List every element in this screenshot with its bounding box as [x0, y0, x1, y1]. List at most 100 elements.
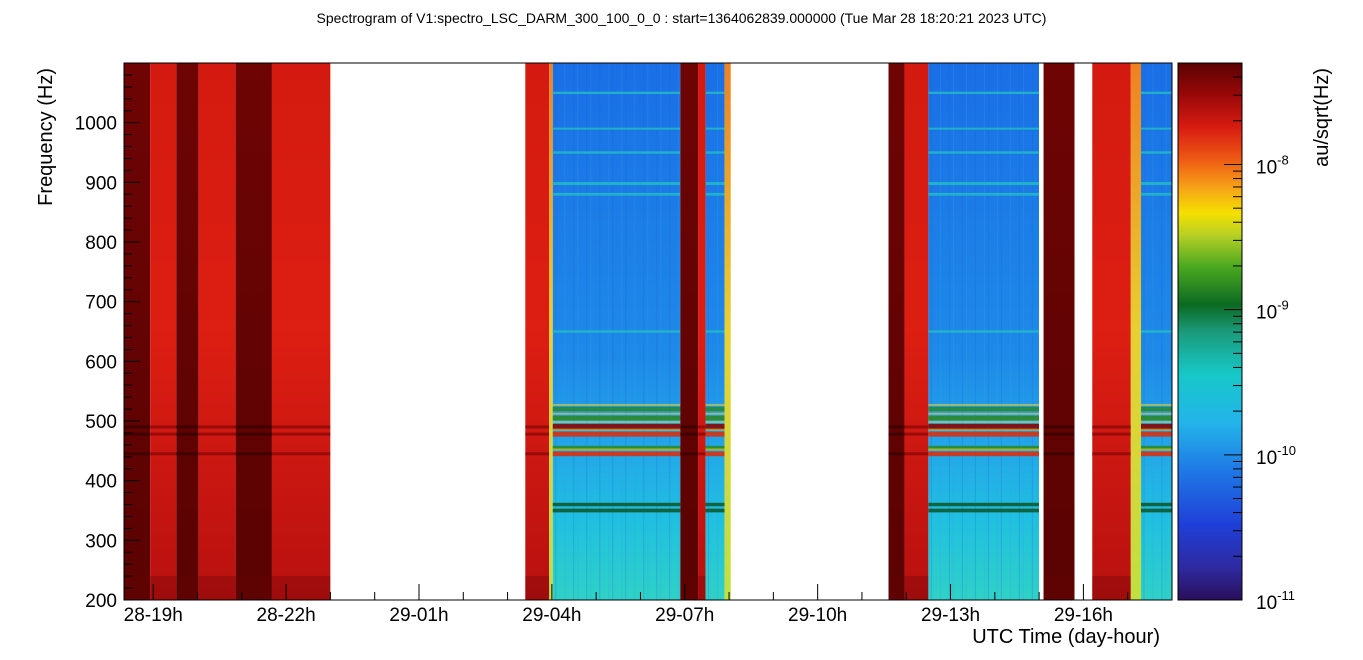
spectral-line [552, 451, 681, 457]
segment-rect [124, 63, 151, 600]
low-frequency-band [698, 576, 706, 600]
spectral-line-halo [552, 448, 681, 451]
spectral-line [1043, 425, 1075, 429]
spectral-line [928, 508, 1040, 513]
spectral-line [698, 432, 706, 436]
spectral-line [552, 508, 681, 513]
colorbar-gradient [1177, 62, 1243, 601]
spectral-line [525, 432, 550, 436]
segment-very-high [235, 63, 272, 600]
spectral-line [552, 151, 681, 154]
spectral-line [552, 91, 681, 94]
spectral-line [176, 432, 199, 436]
spectral-line [552, 445, 681, 450]
segment-rect [680, 63, 699, 600]
low-frequency-band [888, 576, 905, 600]
spectral-line [1092, 425, 1131, 429]
spectral-line [198, 452, 236, 456]
spectral-line [1140, 330, 1172, 333]
spectral-line [1092, 452, 1131, 456]
spectral-line-halo [705, 428, 725, 431]
spectral-line-halo [928, 448, 1040, 451]
spectral-line [705, 502, 725, 507]
segment-rect [330, 63, 526, 600]
spectral-line [1140, 445, 1172, 450]
spectral-line [928, 192, 1040, 196]
spectral-line-halo [705, 448, 725, 451]
segment-no-data [330, 63, 526, 600]
segment-transition [1130, 63, 1141, 600]
spectral-line [235, 452, 272, 456]
low-frequency-band [1043, 576, 1075, 600]
segment-high [198, 63, 236, 600]
segment-high [1092, 63, 1131, 600]
spectral-line [552, 431, 681, 437]
spectral-line-halo [928, 403, 1040, 406]
spectral-line [928, 502, 1040, 507]
spectral-line [705, 127, 725, 130]
colorbar-ticks: 10-11 10-10 10-9 10-8 [1224, 62, 1296, 614]
spectral-line [198, 432, 236, 436]
colorbar-tick-label: 10-10 [1256, 443, 1296, 469]
segment-very-high [680, 63, 699, 600]
segment-rect [235, 63, 272, 600]
spectral-line [705, 415, 725, 421]
x-tick-label: 28-22h [257, 605, 316, 626]
segment-high [525, 63, 550, 600]
segment-rect [888, 63, 905, 600]
low-frequency-band [176, 576, 199, 600]
spectral-line-halo [928, 428, 1040, 431]
spectral-line [705, 406, 725, 412]
spectral-line [705, 182, 725, 186]
spectral-line [1092, 432, 1131, 436]
low-frequency-band [235, 576, 272, 600]
spectral-line [1140, 151, 1172, 154]
x-tick-label: 29-07h [655, 605, 714, 626]
segment-rect [271, 63, 331, 600]
spectral-line [928, 330, 1040, 333]
spectral-line [552, 330, 681, 333]
spectral-line-halo [928, 412, 1040, 415]
spectral-line [1140, 406, 1172, 412]
colorbar-tick-label: 10-8 [1256, 152, 1289, 178]
spectral-line [552, 406, 681, 412]
segment-rect [1039, 63, 1044, 600]
y-axis: 200 300 400 500 600 700 800 900 1000 [75, 62, 140, 612]
spectral-line [1140, 431, 1172, 437]
spectral-line [124, 425, 151, 429]
spectral-line-halo [552, 420, 681, 423]
colorbar-tick-label: 10-11 [1256, 588, 1295, 614]
spectral-line-halo [552, 403, 681, 406]
spectral-line [928, 151, 1040, 154]
spectral-line [1140, 91, 1172, 94]
spectral-line [888, 432, 905, 436]
segment-rect [198, 63, 236, 600]
segment-rect [1074, 63, 1093, 600]
x-tick-label: 29-10h [788, 605, 847, 626]
segment-low-noise [705, 63, 725, 600]
spectral-line [698, 425, 706, 429]
spectral-line [525, 452, 550, 456]
y-tick-label: 300 [85, 531, 117, 552]
segment-high [271, 63, 331, 600]
x-axis-label: UTC Time (day-hour) [972, 626, 1160, 648]
y-tick-label: 400 [85, 472, 117, 493]
low-frequency-band [1092, 576, 1131, 600]
spectral-line [904, 425, 929, 429]
spectral-line [235, 432, 272, 436]
low-frequency-band [680, 576, 699, 600]
low-frequency-band [124, 576, 151, 600]
spectral-line [705, 445, 725, 450]
segment-high [150, 63, 177, 600]
y-tick-label: 200 [85, 591, 117, 612]
spectral-line-halo [705, 420, 725, 423]
y-tick-label: 700 [85, 293, 117, 314]
chart-title: Spectrogram of V1:spectro_LSC_DARM_300_1… [316, 10, 1047, 26]
colorbar-tick-label: 10-9 [1256, 298, 1289, 324]
segment-rect [730, 63, 889, 600]
spectral-line [1140, 127, 1172, 130]
segment-rect [724, 63, 731, 600]
low-frequency-band [904, 576, 929, 600]
segment-very-high [176, 63, 199, 600]
